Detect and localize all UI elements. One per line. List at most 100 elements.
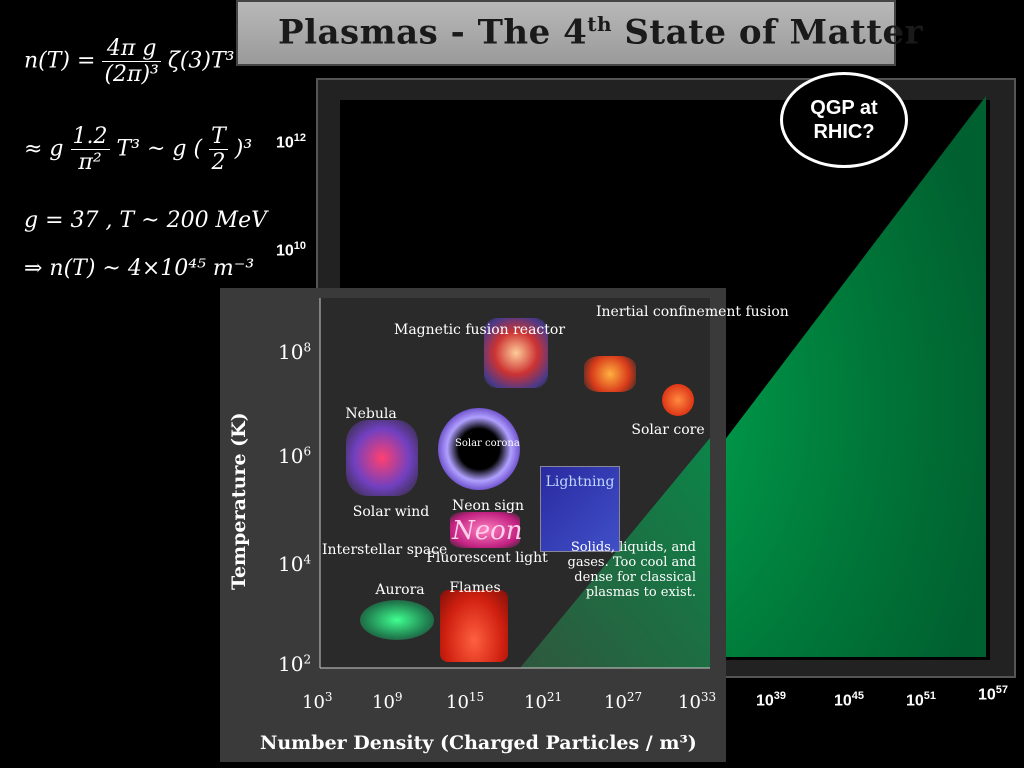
- label-solar-wind: Solar wind: [352, 504, 430, 520]
- outer-y-tick-exp: 10: [293, 240, 307, 252]
- solar-corona-image: [438, 408, 520, 490]
- inertial-fusion-image: [584, 356, 636, 392]
- qgp-annotation-ellipse: QGP at RHIC?: [780, 72, 908, 168]
- inner-y-tick-1e8: 108: [278, 340, 311, 364]
- label-magnetic-fusion: Magnetic fusion reactor: [394, 322, 566, 338]
- outer-y-tick-1e10: 1010: [276, 240, 306, 260]
- inner-x-tick-exp: 3: [324, 690, 333, 704]
- inner-x-tick-base: 10: [302, 692, 325, 713]
- inner-y-tick-exp: 6: [303, 444, 312, 459]
- label-solar-core: Solar core: [631, 422, 705, 438]
- inner-x-tick-exp: 33: [700, 690, 717, 704]
- outer-y-tick-1e12: 1012: [276, 132, 306, 152]
- inner-x-tick-exp: 21: [546, 690, 563, 704]
- qgp-annotation-label: QGP at RHIC?: [810, 97, 878, 143]
- inner-x-tick-base: 10: [678, 692, 701, 713]
- outer-x-tick-1e39: 1039: [756, 690, 786, 710]
- neon-sign-image: [450, 512, 520, 548]
- eq2-mid: T³ ~ g (: [116, 136, 203, 162]
- inner-y-tick-exp: 4: [303, 552, 312, 567]
- title-superscript: th: [587, 12, 613, 36]
- inner-chart-graphics: [319, 298, 710, 669]
- inner-y-tick-1e2: 102: [278, 652, 311, 676]
- inner-y-axis-label: Temperature (K): [228, 412, 250, 590]
- eq1-denominator: (2π)³: [104, 62, 159, 87]
- inner-x-tick-base: 10: [372, 692, 395, 713]
- label-lightning: Lightning: [545, 474, 615, 490]
- title-main: Plasmas - The 4: [278, 12, 588, 53]
- eq2-denominator-2: 2: [211, 150, 226, 175]
- label-fluorescent-light: Fluorescent light: [426, 550, 548, 566]
- outer-x-tick-1e51: 1051: [906, 690, 936, 710]
- title-rest: State of Matter: [612, 12, 924, 53]
- label-interstellar-space: Interstellar space: [322, 542, 448, 558]
- solar-core-image: [662, 384, 694, 416]
- inner-x-tick-exp: 9: [394, 690, 403, 704]
- label-inertial-confinement: Inertial confinement fusion: [596, 304, 789, 320]
- inner-condensed-region: [520, 438, 710, 668]
- inner-y-tick-base: 10: [278, 340, 304, 364]
- eq1-numerator: 4π g: [102, 36, 161, 62]
- label-neon-sign: Neon sign: [451, 498, 525, 514]
- label-flames: Flames: [449, 580, 501, 596]
- inner-x-tick-exp: 27: [626, 690, 643, 704]
- inner-y-tick-base: 10: [278, 652, 304, 676]
- equation-line-1: n(T) = 4π g (2π)³ ζ(3)T³: [24, 36, 234, 87]
- eq2-post: )³: [234, 136, 253, 162]
- outer-x-tick-exp: 45: [851, 690, 865, 702]
- inner-x-tick-1e3: 103: [302, 690, 333, 713]
- outer-x-tick-exp: 57: [995, 684, 1009, 696]
- label-aurora: Aurora: [375, 582, 425, 598]
- inner-y-tick-1e6: 106: [278, 444, 311, 468]
- inner-x-tick-base: 10: [524, 692, 547, 713]
- aurora-image: [360, 600, 434, 640]
- outer-x-tick-exp: 51: [923, 690, 937, 702]
- magnetic-fusion-image: [484, 318, 548, 388]
- outer-y-tick-exp: 12: [293, 132, 307, 144]
- inner-y-tick-exp: 8: [303, 340, 312, 355]
- inner-y-tick-1e4: 104: [278, 552, 311, 576]
- eq2-numerator-2: T: [209, 124, 228, 150]
- outer-x-tick-1e57: 1057: [978, 684, 1008, 704]
- title-banner: Plasmas - The 4th State of Matter: [236, 0, 923, 66]
- outer-x-tick-base: 10: [906, 692, 924, 710]
- inner-x-tick-1e27: 1027: [604, 690, 642, 713]
- eq1-rhs: ζ(3)T³: [167, 48, 235, 74]
- inner-x-tick-exp: 15: [468, 690, 485, 704]
- inner-x-tick-1e33: 1033: [678, 690, 716, 713]
- lightning-image: [540, 466, 620, 552]
- inner-y-tick-exp: 2: [303, 652, 312, 667]
- outer-x-tick-base: 10: [834, 692, 852, 710]
- eq1-lhs: n(T) =: [24, 48, 103, 74]
- outer-x-tick-base: 10: [978, 686, 996, 704]
- inner-x-tick-1e21: 1021: [524, 690, 562, 713]
- nebula-image: [346, 420, 418, 496]
- equation-line-4: ⇒ n(T) ~ 4×10⁴⁵ m⁻³: [24, 256, 255, 281]
- outer-x-tick-base: 10: [756, 692, 774, 710]
- inner-x-tick-base: 10: [604, 692, 627, 713]
- inner-y-tick-base: 10: [278, 444, 304, 468]
- inner-y-tick-base: 10: [278, 552, 304, 576]
- flames-image: [440, 590, 508, 662]
- label-nebula: Nebula: [345, 406, 397, 422]
- inner-x-axis-label: Number Density (Charged Particles / m³): [260, 732, 697, 754]
- label-neon-word: Neon: [452, 516, 523, 546]
- label-solar-corona: Solar corona: [455, 438, 520, 449]
- slide-title: Plasmas - The 4th State of Matter: [278, 12, 923, 52]
- inner-x-tick-1e9: 109: [372, 690, 403, 713]
- eq2-denominator-1: π²: [78, 150, 102, 175]
- inner-x-tick-base: 10: [446, 692, 469, 713]
- equation-line-3: g = 37 , T ~ 200 MeV: [24, 208, 267, 233]
- inner-x-tick-1e15: 1015: [446, 690, 484, 713]
- outer-x-tick-exp: 39: [773, 690, 787, 702]
- eq2-fraction-1: 1.2 π²: [70, 124, 110, 175]
- outer-y-tick-base: 10: [276, 242, 294, 260]
- label-solids-liquids-gases: Solids, liquids, and gases. Too cool and…: [567, 540, 697, 600]
- eq2-numerator-1: 1.2: [70, 124, 110, 150]
- eq1-fraction: 4π g (2π)³: [102, 36, 161, 87]
- eq2-pre: ≈ g: [24, 136, 71, 162]
- outer-x-tick-1e45: 1045: [834, 690, 864, 710]
- outer-y-tick-base: 10: [276, 134, 294, 152]
